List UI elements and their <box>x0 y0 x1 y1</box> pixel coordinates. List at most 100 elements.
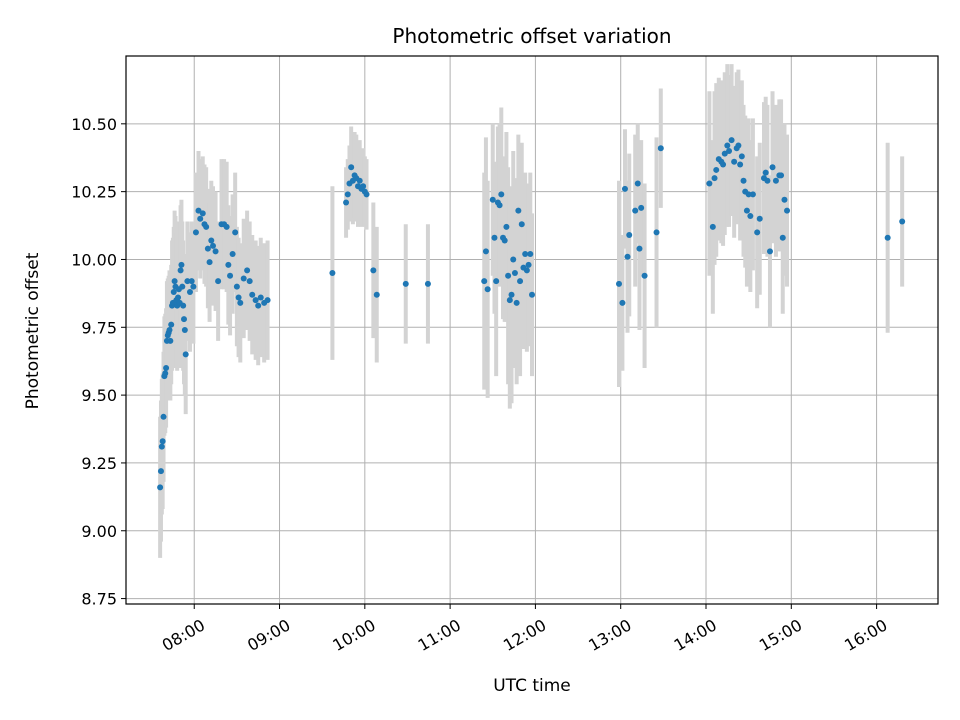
data-point <box>523 267 530 274</box>
data-point <box>762 169 769 176</box>
data-point <box>249 291 256 298</box>
data-point <box>186 289 193 296</box>
data-point <box>179 283 186 290</box>
data-point <box>184 278 191 285</box>
data-point <box>638 204 645 211</box>
data-point <box>197 215 204 222</box>
data-point <box>204 245 211 252</box>
data-point <box>726 147 733 154</box>
data-point <box>192 229 199 236</box>
y-tick-label: 10.25 <box>71 183 117 202</box>
data-point <box>178 261 185 268</box>
data-point <box>720 161 727 168</box>
data-point <box>493 278 500 285</box>
data-point <box>749 191 756 198</box>
data-point <box>496 202 503 209</box>
data-point <box>159 438 166 445</box>
data-point <box>168 321 175 328</box>
data-point <box>518 221 525 228</box>
data-point <box>513 299 520 306</box>
x-axis-ticks: 08:00 09:00 10:00 11:00 12:00 13:00 14:00 15:00… <box>159 604 891 655</box>
data-point <box>503 223 510 230</box>
x-axis-label: UTC time <box>493 676 571 696</box>
data-point <box>510 256 517 263</box>
x-tick-label: 08:00 <box>159 615 208 655</box>
data-point <box>252 297 259 304</box>
data-point <box>157 468 164 475</box>
data-point <box>506 297 513 304</box>
data-point <box>163 364 170 371</box>
data-point <box>740 177 747 184</box>
y-axis-label: Photometric offset <box>23 252 43 409</box>
plot-frame <box>125 55 939 605</box>
data-point <box>199 210 206 217</box>
data-point <box>626 232 633 239</box>
data-point <box>501 237 508 244</box>
y-tick-label: 9.50 <box>81 386 117 405</box>
data-point <box>522 251 529 258</box>
data-point <box>641 272 648 279</box>
data-point <box>737 161 744 168</box>
data-point <box>781 196 788 203</box>
data-point <box>756 215 763 222</box>
x-tick-label: 16:00 <box>841 615 890 655</box>
data-point <box>162 370 169 377</box>
data-point <box>745 191 752 198</box>
data-point <box>225 261 232 268</box>
x-tick-label: 11:00 <box>415 615 464 655</box>
data-point <box>738 153 745 160</box>
data-point <box>177 267 184 274</box>
data-point <box>769 164 776 171</box>
data-point <box>709 223 716 230</box>
data-point <box>227 272 234 279</box>
data-point <box>624 253 631 260</box>
data-point <box>171 278 178 285</box>
data-point <box>634 180 641 187</box>
x-tick-label: 12:00 <box>500 615 549 655</box>
data-point <box>363 191 370 198</box>
data-point <box>735 142 742 149</box>
data-point <box>232 229 239 236</box>
x-tick-label: 13:00 <box>585 615 634 655</box>
data-point <box>489 196 496 203</box>
data-point <box>619 299 626 306</box>
data-point <box>636 245 643 252</box>
data-point <box>711 175 718 182</box>
data-point <box>215 278 222 285</box>
data-point <box>360 183 367 190</box>
data-point <box>713 166 720 173</box>
data-point <box>348 164 355 171</box>
data-point <box>181 327 188 333</box>
data-point <box>223 223 230 230</box>
data-point <box>491 234 498 241</box>
data-point <box>210 242 216 249</box>
data-points <box>157 137 906 491</box>
y-axis-ticks: 8.75 9.00 9.25 9.50 9.75 10.00 10.25 10.50 <box>71 115 126 609</box>
x-tick-label: 09:00 <box>244 615 293 655</box>
data-point <box>170 289 177 296</box>
data-point <box>505 272 512 279</box>
data-point <box>255 302 262 309</box>
data-point <box>167 337 174 344</box>
y-tick-label: 10.00 <box>71 250 117 269</box>
data-point <box>343 199 350 206</box>
data-point <box>632 207 639 214</box>
data-point <box>747 213 754 220</box>
data-point <box>157 484 164 491</box>
data-point <box>743 207 750 214</box>
x-tick-label: 15:00 <box>756 615 805 655</box>
data-point <box>329 270 336 277</box>
data-point <box>356 177 363 184</box>
data-point <box>229 251 236 258</box>
data-point <box>724 142 731 149</box>
data-point <box>515 207 522 214</box>
data-point <box>264 297 271 304</box>
data-point <box>212 248 219 255</box>
data-point <box>778 172 785 179</box>
data-point <box>754 229 761 236</box>
data-point <box>481 278 488 285</box>
data-point <box>208 237 215 244</box>
data-point <box>190 283 197 290</box>
data-point <box>373 291 380 298</box>
data-point <box>527 251 534 258</box>
